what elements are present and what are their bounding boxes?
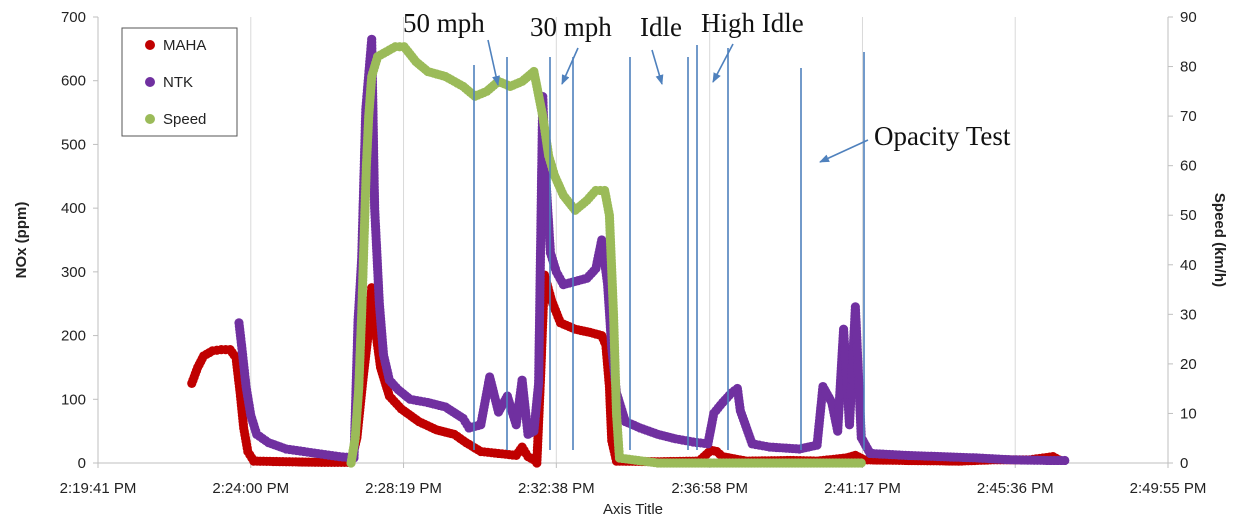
x-tick-label: 2:41:17 PM bbox=[824, 480, 901, 497]
y2-tick-label: 70 bbox=[1180, 108, 1197, 125]
y-tick-label: 300 bbox=[61, 264, 86, 281]
y2-tick-label: 30 bbox=[1180, 306, 1197, 323]
y2-tick-label: 40 bbox=[1180, 257, 1197, 274]
legend-label-ntk: NTK bbox=[163, 74, 193, 91]
y-tick-label: 200 bbox=[61, 328, 86, 345]
y2-tick-label: 20 bbox=[1180, 356, 1197, 373]
legend-marker-ntk bbox=[145, 77, 155, 87]
y-axis-title: NOx (ppm) bbox=[13, 202, 30, 279]
series-speed bbox=[346, 42, 866, 468]
y2-tick-label: 60 bbox=[1180, 158, 1197, 175]
series-maha bbox=[187, 270, 1064, 468]
y-tick-label: 500 bbox=[61, 136, 86, 153]
legend-label-maha: MAHA bbox=[163, 37, 206, 54]
y-tick-label: 700 bbox=[61, 9, 86, 26]
y-tick-label: 400 bbox=[61, 200, 86, 217]
data-point bbox=[856, 458, 866, 468]
x-tick-label: 2:49:55 PM bbox=[1130, 480, 1207, 497]
x-axis-title: Axis Title bbox=[603, 501, 663, 518]
y2-tick-label: 80 bbox=[1180, 59, 1197, 76]
annotation-arrow bbox=[487, 39, 500, 86]
x-tick-label: 2:45:36 PM bbox=[977, 480, 1054, 497]
annotation-arrow bbox=[712, 43, 734, 83]
x-tick-label: 2:28:19 PM bbox=[365, 480, 442, 497]
x-tick-label: 2:36:58 PM bbox=[671, 480, 748, 497]
annotation-label: Idle bbox=[640, 12, 682, 42]
data-point bbox=[1060, 455, 1070, 466]
annotation-label: 30 mph bbox=[530, 12, 612, 42]
y-tick-label: 0 bbox=[78, 455, 86, 472]
x-tick-label: 2:32:38 PM bbox=[518, 480, 595, 497]
legend-box bbox=[121, 27, 238, 137]
annotation-label: Opacity Test bbox=[874, 121, 1011, 151]
y2-tick-label: 50 bbox=[1180, 207, 1197, 224]
y2-axis-title: Speed (km/h) bbox=[1211, 193, 1228, 287]
annotation-arrow bbox=[819, 139, 869, 163]
y2-tick-label: 0 bbox=[1180, 455, 1188, 472]
y2-tick-label: 90 bbox=[1180, 9, 1197, 26]
annotation-arrow bbox=[561, 47, 579, 85]
annotation-arrow bbox=[651, 49, 664, 85]
legend-marker-maha bbox=[145, 40, 155, 50]
y-tick-label: 100 bbox=[61, 391, 86, 408]
x-tick-label: 2:24:00 PM bbox=[212, 480, 289, 497]
x-tick-label: 2:19:41 PM bbox=[60, 480, 137, 497]
legend-label-speed: Speed bbox=[163, 111, 206, 128]
legend-marker-speed bbox=[145, 114, 155, 124]
y2-tick-label: 10 bbox=[1180, 405, 1197, 422]
annotation-label: 50 mph bbox=[403, 8, 485, 38]
y-tick-label: 600 bbox=[61, 73, 86, 90]
annotation-label: High Idle bbox=[701, 8, 804, 38]
